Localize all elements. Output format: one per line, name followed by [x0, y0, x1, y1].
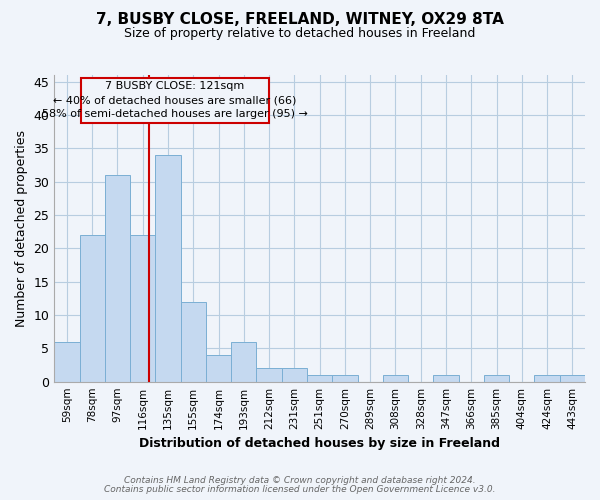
Bar [206, 355, 231, 382]
Bar [54, 342, 80, 382]
Bar [484, 375, 509, 382]
Y-axis label: Number of detached properties: Number of detached properties [15, 130, 28, 327]
Bar [433, 375, 458, 382]
Bar [80, 235, 105, 382]
X-axis label: Distribution of detached houses by size in Freeland: Distribution of detached houses by size … [139, 437, 500, 450]
Bar [560, 375, 585, 382]
Bar [256, 368, 282, 382]
Text: 58% of semi-detached houses are larger (95) →: 58% of semi-detached houses are larger (… [42, 110, 308, 120]
Text: Size of property relative to detached houses in Freeland: Size of property relative to detached ho… [124, 28, 476, 40]
Bar [155, 155, 181, 382]
Bar [130, 235, 155, 382]
Bar [282, 368, 307, 382]
Bar [332, 375, 358, 382]
Text: Contains HM Land Registry data © Crown copyright and database right 2024.: Contains HM Land Registry data © Crown c… [124, 476, 476, 485]
Bar [181, 302, 206, 382]
Bar [535, 375, 560, 382]
Text: 7, BUSBY CLOSE, FREELAND, WITNEY, OX29 8TA: 7, BUSBY CLOSE, FREELAND, WITNEY, OX29 8… [96, 12, 504, 28]
Text: 7 BUSBY CLOSE: 121sqm: 7 BUSBY CLOSE: 121sqm [106, 82, 245, 92]
Bar [307, 375, 332, 382]
Bar [105, 175, 130, 382]
Bar [383, 375, 408, 382]
Text: Contains public sector information licensed under the Open Government Licence v3: Contains public sector information licen… [104, 485, 496, 494]
Bar [231, 342, 256, 382]
FancyBboxPatch shape [81, 78, 269, 123]
Text: ← 40% of detached houses are smaller (66): ← 40% of detached houses are smaller (66… [53, 96, 296, 106]
